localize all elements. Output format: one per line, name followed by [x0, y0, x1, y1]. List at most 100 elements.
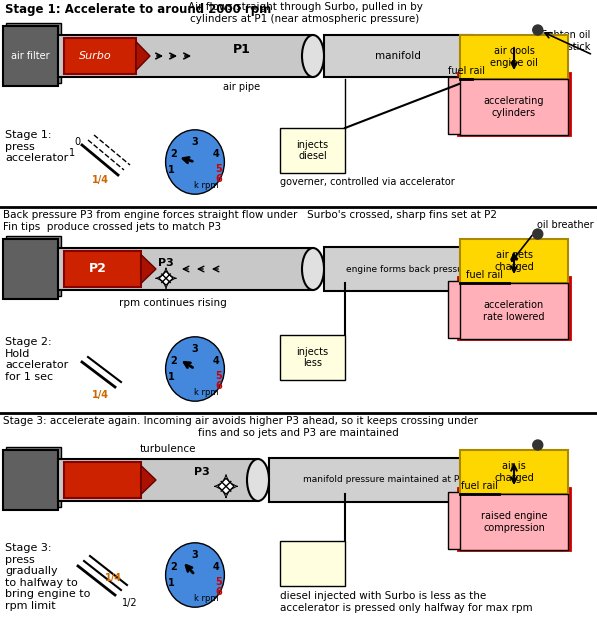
Bar	[448, 281, 462, 338]
Text: engine forms back pressure P3: engine forms back pressure P3	[346, 265, 487, 273]
Ellipse shape	[165, 542, 224, 607]
Bar	[280, 335, 345, 380]
Text: Stage 2:
Hold
accelerator
for 1 sec: Stage 2: Hold accelerator for 1 sec	[5, 337, 68, 382]
Text: k rpm: k rpm	[194, 388, 219, 397]
Text: fins and so jets and P3 are maintained: fins and so jets and P3 are maintained	[198, 428, 398, 438]
Bar	[58, 248, 313, 290]
Bar	[448, 492, 462, 549]
Bar	[64, 251, 141, 287]
Polygon shape	[141, 255, 156, 283]
Bar	[64, 462, 141, 498]
Bar	[3, 450, 58, 510]
Text: 3: 3	[192, 551, 198, 560]
Text: rpm continues rising: rpm continues rising	[119, 298, 227, 308]
Text: 1/2: 1/2	[122, 598, 138, 608]
Text: 1: 1	[168, 578, 174, 588]
Text: fuel rail: fuel rail	[448, 66, 485, 76]
Text: 1: 1	[168, 373, 174, 383]
Text: 0: 0	[74, 137, 80, 147]
Text: 1/4: 1/4	[91, 175, 109, 185]
Circle shape	[533, 229, 543, 239]
Text: oil breather: oil breather	[537, 220, 593, 230]
Text: Air flows straight through Surbo, pulled in by
cylinders at P1 (near atmospheric: Air flows straight through Surbo, pulled…	[187, 2, 423, 24]
Ellipse shape	[165, 130, 224, 194]
Bar	[58, 459, 258, 501]
Circle shape	[533, 440, 543, 450]
Text: air filter: air filter	[11, 51, 50, 61]
Bar	[64, 38, 136, 74]
Text: air is
charged: air is charged	[494, 461, 534, 483]
Polygon shape	[159, 271, 173, 285]
Text: Surbo: Surbo	[79, 51, 111, 61]
Bar	[460, 450, 568, 494]
Polygon shape	[218, 478, 234, 494]
Text: Stage 1:
press
accelerator: Stage 1: press accelerator	[5, 130, 68, 163]
Text: Stage 3:
press
gradually
to halfway to
bring engine to
rpm limit: Stage 3: press gradually to halfway to b…	[5, 543, 90, 611]
Bar	[6, 236, 61, 296]
Text: Tighten oil
cap & dipstick: Tighten oil cap & dipstick	[521, 30, 590, 51]
Text: k rpm: k rpm	[194, 595, 219, 603]
Bar	[458, 488, 570, 550]
Text: raised engine
compression: raised engine compression	[481, 512, 547, 533]
Text: acceleration
rate lowered: acceleration rate lowered	[483, 300, 544, 322]
Text: air gets
charged: air gets charged	[494, 250, 534, 272]
Polygon shape	[136, 42, 150, 71]
Bar	[448, 77, 462, 134]
Text: k rpm: k rpm	[194, 181, 219, 190]
Text: 3: 3	[192, 344, 198, 355]
Ellipse shape	[302, 35, 324, 77]
Text: Fin tips  produce crossed jets to match P3: Fin tips produce crossed jets to match P…	[3, 222, 221, 232]
Text: turbulence: turbulence	[140, 444, 196, 454]
Text: fuel rail: fuel rail	[466, 270, 503, 280]
Text: Stage 1: Accelerate to around 2000 rpm: Stage 1: Accelerate to around 2000 rpm	[5, 3, 271, 16]
Bar	[6, 23, 61, 83]
Text: accelerating
cylinders: accelerating cylinders	[484, 96, 544, 118]
Text: 4: 4	[213, 562, 219, 572]
Text: 2: 2	[171, 562, 177, 572]
Bar	[460, 283, 568, 339]
Text: Stage 3: accelerate again. Incoming air avoids higher P3 ahead, so it keeps cros: Stage 3: accelerate again. Incoming air …	[3, 416, 478, 426]
Text: manifold pressure maintained at P3: manifold pressure maintained at P3	[303, 476, 465, 484]
Text: 1: 1	[168, 166, 174, 175]
Text: 1/4: 1/4	[91, 390, 109, 400]
Ellipse shape	[165, 337, 224, 401]
Circle shape	[533, 25, 543, 35]
Text: 2: 2	[171, 356, 177, 366]
Text: governer, controlled via accelerator: governer, controlled via accelerator	[280, 177, 455, 187]
Bar	[269, 458, 499, 502]
Text: injects
less: injects less	[297, 347, 328, 368]
Bar	[460, 494, 568, 550]
Text: air pipe: air pipe	[223, 82, 260, 92]
Bar	[3, 239, 58, 299]
Text: 2: 2	[171, 149, 177, 159]
Text: P3: P3	[194, 467, 210, 477]
Text: Back pressure P3 from engine forces straight flow under   Surbo's crossed, sharp: Back pressure P3 from engine forces stra…	[3, 210, 497, 220]
Bar	[280, 128, 345, 173]
Text: P2: P2	[88, 262, 106, 275]
Text: 1: 1	[69, 148, 75, 158]
Text: 5: 5	[216, 577, 222, 587]
Text: 5: 5	[216, 371, 222, 381]
Ellipse shape	[247, 459, 269, 501]
Bar	[3, 26, 58, 86]
Bar	[58, 35, 313, 77]
Text: 5: 5	[216, 164, 222, 174]
Ellipse shape	[302, 248, 324, 290]
Text: 6: 6	[216, 381, 222, 391]
Bar	[280, 541, 345, 586]
Text: P3: P3	[158, 258, 174, 268]
Text: 3: 3	[192, 138, 198, 148]
Bar	[324, 35, 472, 77]
Bar	[460, 239, 568, 283]
Text: 6: 6	[216, 587, 222, 597]
Bar	[324, 247, 509, 291]
Bar	[458, 73, 570, 135]
Text: 6: 6	[216, 174, 222, 184]
Bar	[460, 35, 568, 79]
Text: 4: 4	[213, 356, 219, 366]
Polygon shape	[141, 466, 156, 494]
Text: injects
diesel: injects diesel	[297, 140, 328, 161]
Text: diesel injected with Surbo is less as the
accelerator is pressed only halfway fo: diesel injected with Surbo is less as th…	[280, 591, 533, 613]
Text: air cools
engine oil: air cools engine oil	[490, 46, 538, 68]
Text: 4: 4	[213, 149, 219, 159]
